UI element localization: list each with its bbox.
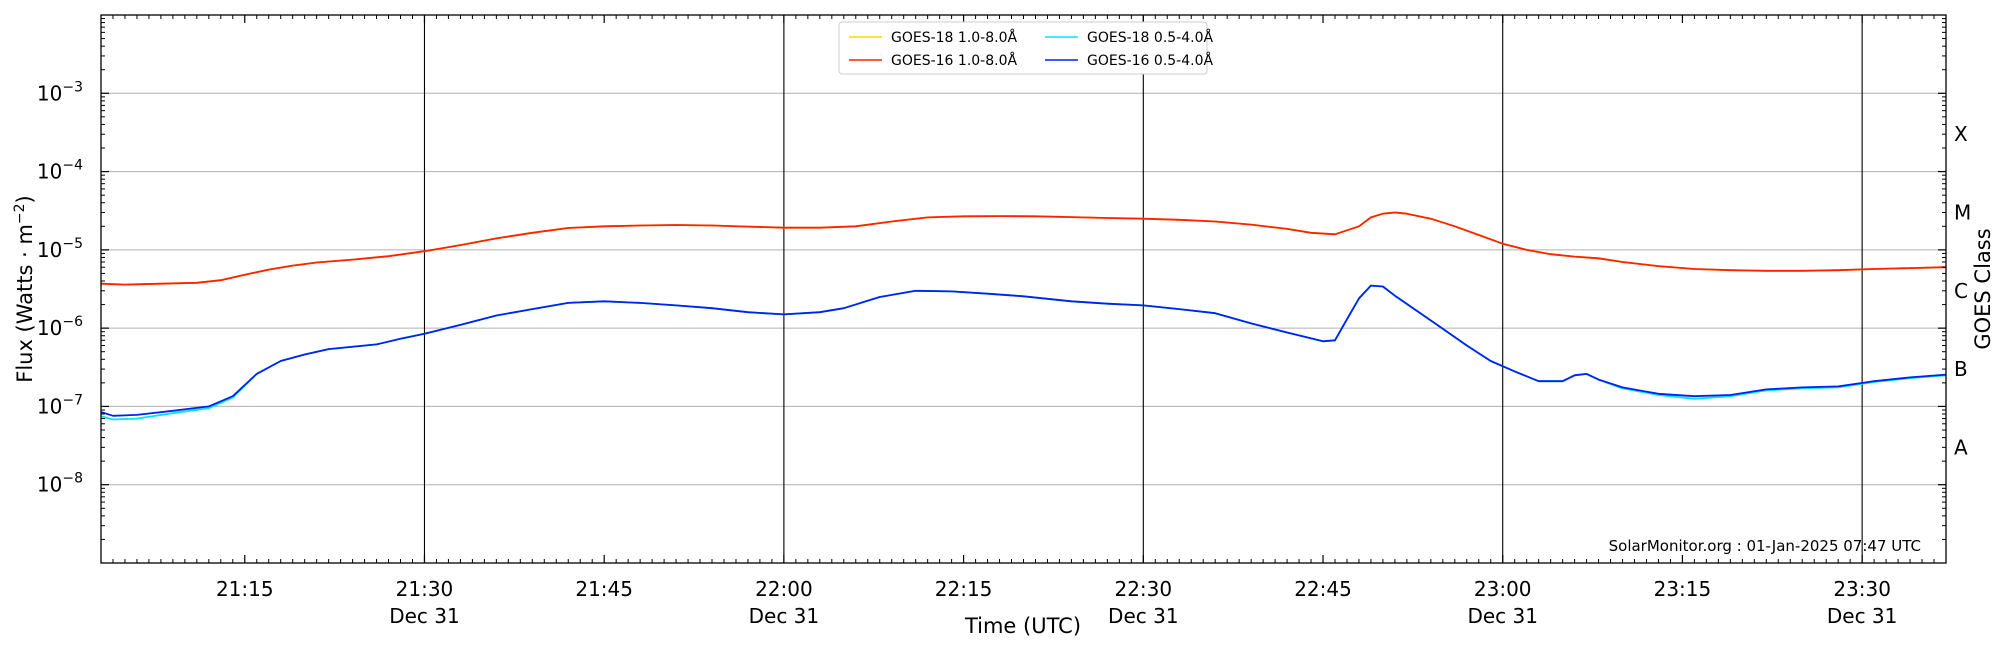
goes-class-label: X [1954, 122, 1968, 146]
series-line [100, 211, 1947, 286]
x-tick-date-label: Dec 31 [1827, 604, 1898, 628]
y-tick-base: 10 [37, 160, 62, 184]
series-layer [100, 211, 1947, 421]
legend-label: GOES-16 1.0-8.0Å [891, 52, 1017, 69]
y-tick-exponent: −3 [62, 79, 83, 95]
x-tick-label: 21:30 [396, 577, 454, 601]
x-tick-label: 22:45 [1294, 577, 1352, 601]
y-tick-exponent: −5 [62, 236, 83, 252]
y-axis-title-main: Flux (Watts · m [13, 224, 37, 383]
x-axis-title: Time (UTC) [964, 614, 1081, 638]
x-tick-label: 22:30 [1114, 577, 1172, 601]
legend-label: GOES-18 0.5-4.0Å [1087, 29, 1213, 46]
y-tick-label: 10−5 [37, 236, 83, 262]
goes-class-label: A [1954, 435, 1968, 459]
y-tick-label: 10−3 [37, 79, 83, 105]
legend-label: GOES-18 1.0-8.0Å [891, 29, 1017, 46]
right-axis-title: GOES Class [1971, 228, 1995, 349]
y-tick-base: 10 [37, 316, 62, 340]
y-tick-exponent: −6 [62, 314, 83, 330]
y-tick-label: 10−4 [37, 158, 83, 184]
legend-items: GOES-18 1.0-8.0Å GOES-18 0.5-4.0Å GOES-16 … [849, 29, 1213, 69]
x-tick-label: 23:00 [1474, 577, 1532, 601]
x-tick-date-label: Dec 31 [749, 604, 820, 628]
y-axis-title-close: ) [13, 195, 37, 203]
x-tick-label: 23:15 [1654, 577, 1712, 601]
y-tick-label: 10−6 [37, 314, 83, 340]
y-tick-label: 10−7 [37, 392, 83, 418]
y-tick-exponent: −7 [62, 392, 83, 408]
series-line [100, 284, 1947, 417]
goes-class-label: B [1954, 357, 1968, 381]
y-axis-title: Flux (Watts · m−2) [12, 195, 37, 383]
y-tick-base: 10 [37, 394, 62, 418]
x-tick-label: 21:45 [575, 577, 633, 601]
x-tick-date-label: Dec 31 [1467, 604, 1538, 628]
x-tick-date-label: Dec 31 [1108, 604, 1179, 628]
legend-label: GOES-16 0.5-4.0Å [1087, 52, 1213, 69]
y-tick-exponent: −8 [62, 471, 83, 487]
legend: GOES-18 1.0-8.0Å GOES-18 0.5-4.0Å GOES-16 … [838, 21, 1213, 75]
x-tick-label: 23:30 [1833, 577, 1891, 601]
x-tick-label: 21:15 [216, 577, 274, 601]
goes-class-label: M [1954, 201, 1971, 225]
x-tick-date-label: Dec 31 [389, 604, 460, 628]
y-axis-title-exponent: −2 [12, 203, 28, 224]
y-tick-base: 10 [37, 473, 62, 497]
legend-box [838, 21, 1208, 75]
y-tick-base: 10 [37, 238, 62, 262]
y-tick-base: 10 [37, 81, 62, 105]
credit-text: SolarMonitor.org : 01-Jan-2025 07:47 UTC [1609, 537, 1921, 555]
x-tick-label: 22:00 [755, 577, 813, 601]
y-tick-exponent: −4 [62, 158, 83, 174]
goes-class-label: C [1954, 279, 1968, 303]
goes-class-layer: A B C M X [1954, 122, 1971, 459]
y-tick-label: 10−8 [37, 471, 83, 497]
x-tick-label: 22:15 [935, 577, 993, 601]
grid-layer [101, 15, 1946, 563]
